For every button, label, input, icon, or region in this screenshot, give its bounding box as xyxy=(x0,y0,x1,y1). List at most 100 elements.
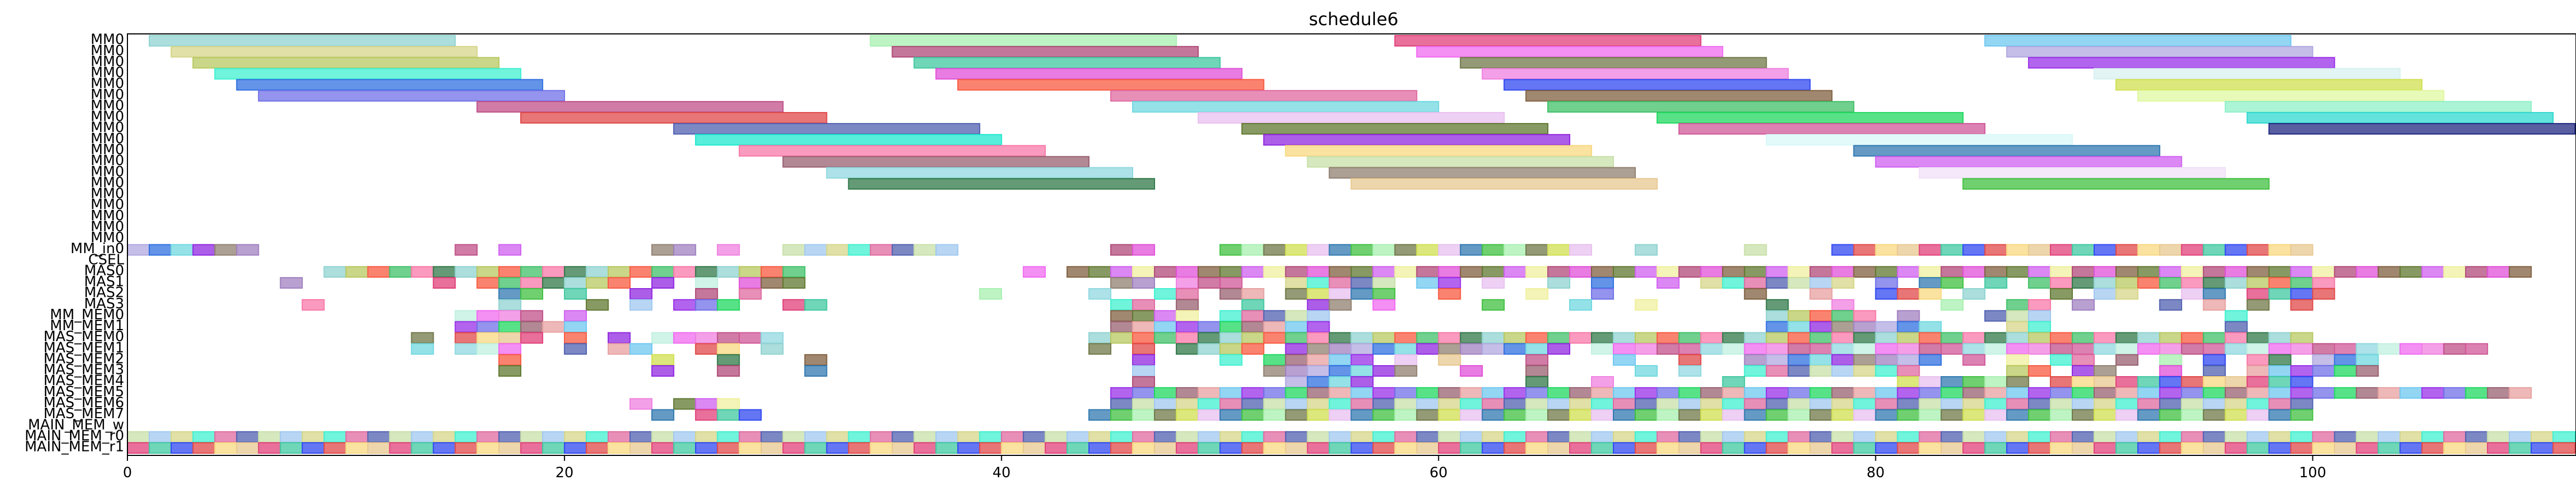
slot-19-34 xyxy=(870,244,893,256)
slot-37-48 xyxy=(1175,442,1199,454)
slot-30-57 xyxy=(1372,365,1396,377)
slot-37-32 xyxy=(826,442,849,454)
slot-33-55 xyxy=(1328,398,1352,410)
slot-37-46 xyxy=(1132,442,1155,454)
slot-19-1 xyxy=(148,244,172,256)
slot-22-92 xyxy=(2137,277,2160,289)
slot-37-71 xyxy=(1678,442,1701,454)
slot-29-53 xyxy=(1285,354,1308,366)
slot-30-101 xyxy=(2334,365,2357,377)
slot-29-50 xyxy=(1219,354,1243,366)
slot-21-43 xyxy=(1066,266,1090,278)
task-bar-37 xyxy=(1263,134,1571,146)
slot-21-62 xyxy=(1482,266,1505,278)
slot-36-31 xyxy=(804,431,827,443)
slot-36-73 xyxy=(1722,431,1745,443)
row-label-2: MM0 xyxy=(91,54,124,70)
slot-33-89 xyxy=(2072,398,2095,410)
slot-21-25 xyxy=(673,266,696,278)
slot-19-35 xyxy=(891,244,915,256)
slot-29-17 xyxy=(498,354,522,366)
task-bar-30 xyxy=(1656,112,1964,124)
slot-29-97 xyxy=(2246,354,2270,366)
slot-29-52 xyxy=(1263,354,1286,366)
task-bar-26 xyxy=(1547,101,1855,113)
slot-32-96 xyxy=(2224,387,2248,399)
slot-28-104 xyxy=(2399,343,2423,355)
slot-28-58 xyxy=(1394,343,1418,355)
slot-21-64 xyxy=(1525,266,1549,278)
slot-30-52 xyxy=(1263,365,1286,377)
slot-27-75 xyxy=(1765,332,1789,344)
slot-32-97 xyxy=(2246,387,2270,399)
slot-36-81 xyxy=(1897,431,1920,443)
slot-21-21 xyxy=(586,266,609,278)
slot-33-23 xyxy=(629,398,652,410)
slot-24-57 xyxy=(1372,299,1396,311)
task-bar-7 xyxy=(2006,46,2313,58)
slot-27-89 xyxy=(2072,332,2095,344)
slot-21-106 xyxy=(2443,266,2467,278)
slot-24-30 xyxy=(782,299,806,311)
x-tick-label-2: 40 xyxy=(993,465,1011,481)
slot-29-82 xyxy=(1919,354,1942,366)
slot-22-29 xyxy=(760,277,784,289)
task-bar-44 xyxy=(1875,156,2182,168)
slot-19-55 xyxy=(1328,244,1352,256)
slot-31-64 xyxy=(1525,376,1549,388)
slot-37-52 xyxy=(1263,442,1286,454)
slot-37-85 xyxy=(1984,442,2008,454)
slot-28-26 xyxy=(695,343,718,355)
slot-33-76 xyxy=(1787,398,1811,410)
task-bar-38 xyxy=(1765,134,2073,146)
slot-30-99 xyxy=(2290,365,2313,377)
slot-25-75 xyxy=(1765,310,1789,322)
slot-37-92 xyxy=(2137,442,2160,454)
slot-28-61 xyxy=(1460,343,1483,355)
slot-27-95 xyxy=(2202,332,2226,344)
task-bar-34 xyxy=(1678,123,1986,135)
slot-36-89 xyxy=(2072,431,2095,443)
slot-31-84 xyxy=(1962,376,1986,388)
slot-19-17 xyxy=(498,244,522,256)
slot-22-53 xyxy=(1285,277,1308,289)
slot-21-23 xyxy=(629,266,652,278)
slot-36-68 xyxy=(1612,431,1636,443)
slot-36-43 xyxy=(1066,431,1090,443)
slot-32-72 xyxy=(1700,387,1723,399)
row-label-7: MM0 xyxy=(91,109,124,125)
slot-28-60 xyxy=(1438,343,1461,355)
slot-30-56 xyxy=(1350,365,1374,377)
slot-36-56 xyxy=(1350,431,1374,443)
slot-21-69 xyxy=(1634,266,1658,278)
slot-22-56 xyxy=(1350,277,1374,289)
slot-19-84 xyxy=(1962,244,1986,256)
slot-28-50 xyxy=(1219,343,1243,355)
slot-36-78 xyxy=(1831,431,1855,443)
slot-30-97 xyxy=(2246,365,2270,377)
slot-21-22 xyxy=(608,266,631,278)
slot-37-99 xyxy=(2290,442,2313,454)
slot-37-74 xyxy=(1744,442,1767,454)
slot-34-71 xyxy=(1678,409,1701,421)
slot-34-97 xyxy=(2246,409,2270,421)
slot-23-57 xyxy=(1372,288,1396,300)
task-bar-14 xyxy=(1482,68,1789,80)
slot-21-87 xyxy=(2028,266,2052,278)
slot-19-37 xyxy=(935,244,959,256)
slot-37-36 xyxy=(913,442,937,454)
slot-19-31 xyxy=(804,244,827,256)
slot-34-45 xyxy=(1110,409,1133,421)
slot-27-65 xyxy=(1547,332,1571,344)
task-bar-10 xyxy=(1460,57,1767,69)
slot-29-46 xyxy=(1132,354,1155,366)
slot-37-23 xyxy=(629,442,652,454)
slot-21-14 xyxy=(433,266,456,278)
slot-30-71 xyxy=(1678,365,1701,377)
slot-37-96 xyxy=(2224,442,2248,454)
slot-23-39 xyxy=(979,288,1003,300)
slot-21-27 xyxy=(716,266,740,278)
slot-32-58 xyxy=(1394,387,1418,399)
slot-32-108 xyxy=(2487,387,2510,399)
slot-32-87 xyxy=(2028,387,2052,399)
